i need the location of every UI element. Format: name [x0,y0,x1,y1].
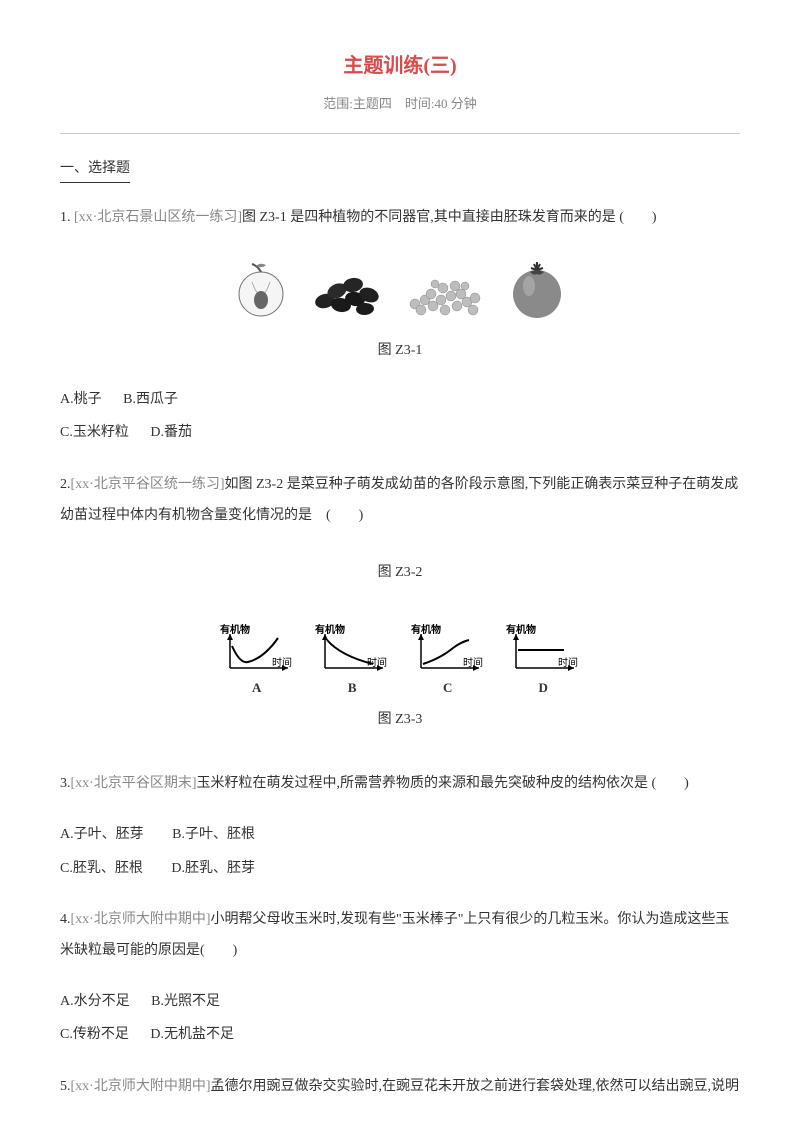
page-subtitle: 范围:主题四 时间:40 分钟 [60,94,740,115]
q1-option-a: A.桃子 [60,383,102,417]
q1-source: [xx·北京石景山区统一练习] [74,210,242,225]
q3-option-a: A.子叶、胚芽 [60,818,144,852]
q2-source: [xx·北京平谷区统一练习] [71,477,225,492]
svg-text:有机物: 有机物 [506,624,536,636]
graph-d: 有机物 时间 D [499,624,587,699]
figure-z3-1-caption: 图 Z3-1 [60,340,740,362]
q1-options: A.桃子 B.西瓜子 C.玉米籽粒 D.番茄 [60,383,740,450]
graph-c-label: C [404,678,492,699]
svg-text:有机物: 有机物 [411,624,441,636]
graph-a-label: A [213,678,301,699]
graph-b: 有机物 时间 B [308,624,396,699]
q5-source: [xx·北京师大附中期中] [71,1079,211,1094]
question-4: 4.[xx·北京师大附中期中]小明帮父母收玉米时,发现有些"玉米棒子"上只有很少… [60,905,740,967]
tomato-image [504,258,570,328]
graph-c: 有机物 时间 C [404,624,492,699]
svg-text:时间: 时间 [367,656,387,669]
q1-option-c: C.玉米籽粒 [60,416,129,450]
q3-text: 玉米籽粒在萌发过程中,所需营养物质的来源和最先突破种皮的结构依次是 ( ) [197,776,689,791]
svg-text:时间: 时间 [463,656,483,669]
section-header: 一、选择题 [60,158,130,183]
figure-z3-3-caption: 图 Z3-3 [60,709,740,731]
scope-text: 范围:主题四 [323,96,392,111]
svg-text:有机物: 有机物 [315,624,345,636]
time-text: 时间:40 分钟 [405,96,477,111]
q3-option-c: C.胚乳、胚根 [60,852,143,886]
beans-image [307,259,385,327]
figure-z3-2-caption: 图 Z3-2 [60,562,740,584]
question-5: 5.[xx·北京师大附中期中]孟德尔用豌豆做杂交实验时,在豌豆花未开放之前进行套… [60,1072,740,1103]
q3-option-b: B.子叶、胚根 [172,818,255,852]
svg-text:有机物: 有机物 [220,624,250,636]
q4-option-b: B.光照不足 [151,985,220,1019]
graph-b-label: B [308,678,396,699]
q1-text: 图 Z3-1 是四种植物的不同器官,其中直接由胚珠发育而来的是 ( ) [242,210,657,225]
question-2: 2.[xx·北京平谷区统一练习]如图 Z3-2 是菜豆种子萌发成幼苗的各阶段示意… [60,470,740,532]
q4-source: [xx·北京师大附中期中] [71,912,211,927]
peach-image [230,258,292,328]
q1-option-b: B.西瓜子 [123,383,178,417]
q5-text: 孟德尔用豌豆做杂交实验时,在豌豆花未开放之前进行套袋处理,依然可以结出豌豆,说明 [211,1079,740,1094]
kernels-image [401,260,489,326]
figure-z3-3: 有机物 时间 A 有机物 时间 B 有机物 [60,624,740,699]
q3-source: [xx·北京平谷区期末] [71,776,197,791]
question-1: 1. [xx·北京石景山区统一练习]图 Z3-1 是四种植物的不同器官,其中直接… [60,203,740,234]
question-3: 3.[xx·北京平谷区期末]玉米籽粒在萌发过程中,所需营养物质的来源和最先突破种… [60,769,740,800]
q1-option-d: D.番茄 [150,416,192,450]
svg-text:时间: 时间 [272,656,292,669]
q4-option-d: D.无机盐不足 [150,1018,234,1052]
svg-text:时间: 时间 [558,656,578,669]
graph-a: 有机物 时间 A [213,624,301,699]
header-divider [60,133,740,134]
q3-option-d: D.胚乳、胚芽 [171,852,255,886]
figure-z3-1 [60,258,740,328]
q4-options: A.水分不足 B.光照不足 C.传粉不足 D.无机盐不足 [60,985,740,1052]
graph-d-label: D [499,678,587,699]
q3-options: A.子叶、胚芽 B.子叶、胚根 C.胚乳、胚根 D.胚乳、胚芽 [60,818,740,885]
page-title: 主题训练(三) [60,50,740,82]
q4-option-c: C.传粉不足 [60,1018,129,1052]
q4-option-a: A.水分不足 [60,985,130,1019]
